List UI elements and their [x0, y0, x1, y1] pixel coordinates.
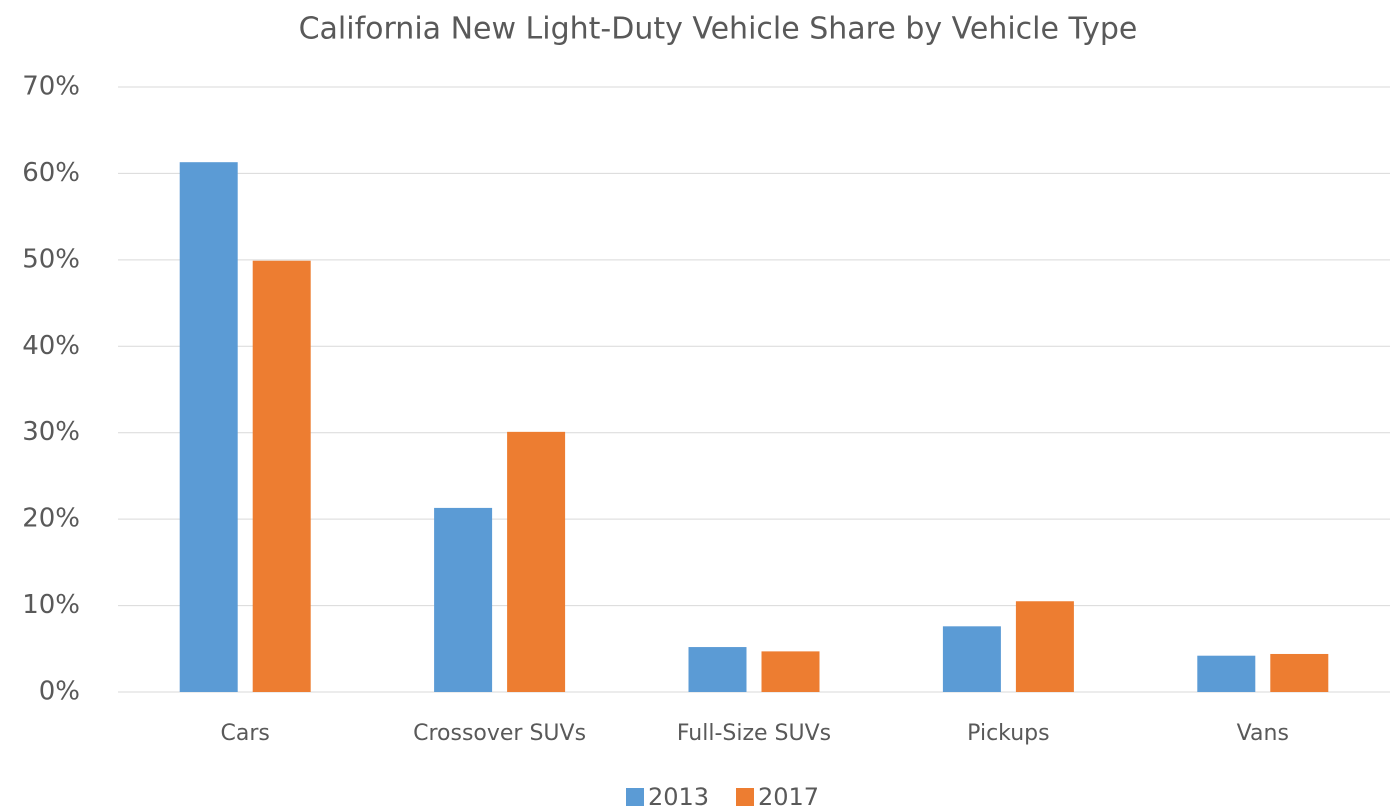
- legend-label: 2017: [758, 783, 819, 808]
- bar: [434, 507, 493, 692]
- bar: [942, 626, 1001, 692]
- x-tick-label: Vans: [1237, 721, 1289, 746]
- y-tick-label: 0%: [39, 677, 80, 707]
- y-tick-label: 70%: [22, 72, 80, 102]
- chart-title: California New Light-Duty Vehicle Share …: [299, 12, 1138, 47]
- bar: [1197, 655, 1256, 692]
- bar: [179, 162, 238, 692]
- legend-label: 2013: [648, 783, 709, 808]
- y-tick-label: 50%: [22, 244, 80, 274]
- y-tick-label: 40%: [22, 331, 80, 361]
- legend-swatch: [736, 788, 754, 806]
- x-tick-label: Cars: [221, 721, 270, 746]
- bar: [252, 260, 311, 692]
- bar: [688, 647, 747, 692]
- x-tick-label: Crossover SUVs: [413, 721, 586, 746]
- bar: [507, 431, 566, 692]
- y-tick-label: 60%: [22, 158, 80, 188]
- y-tick-label: 10%: [22, 590, 80, 620]
- legend-swatch: [626, 788, 644, 806]
- y-tick-label: 30%: [22, 417, 80, 447]
- y-tick-label: 20%: [22, 504, 80, 534]
- x-tick-label: Pickups: [967, 721, 1049, 746]
- bar: [1270, 653, 1329, 692]
- bar: [1015, 601, 1074, 692]
- x-tick-label: Full-Size SUVs: [677, 721, 831, 746]
- bar: [761, 651, 820, 692]
